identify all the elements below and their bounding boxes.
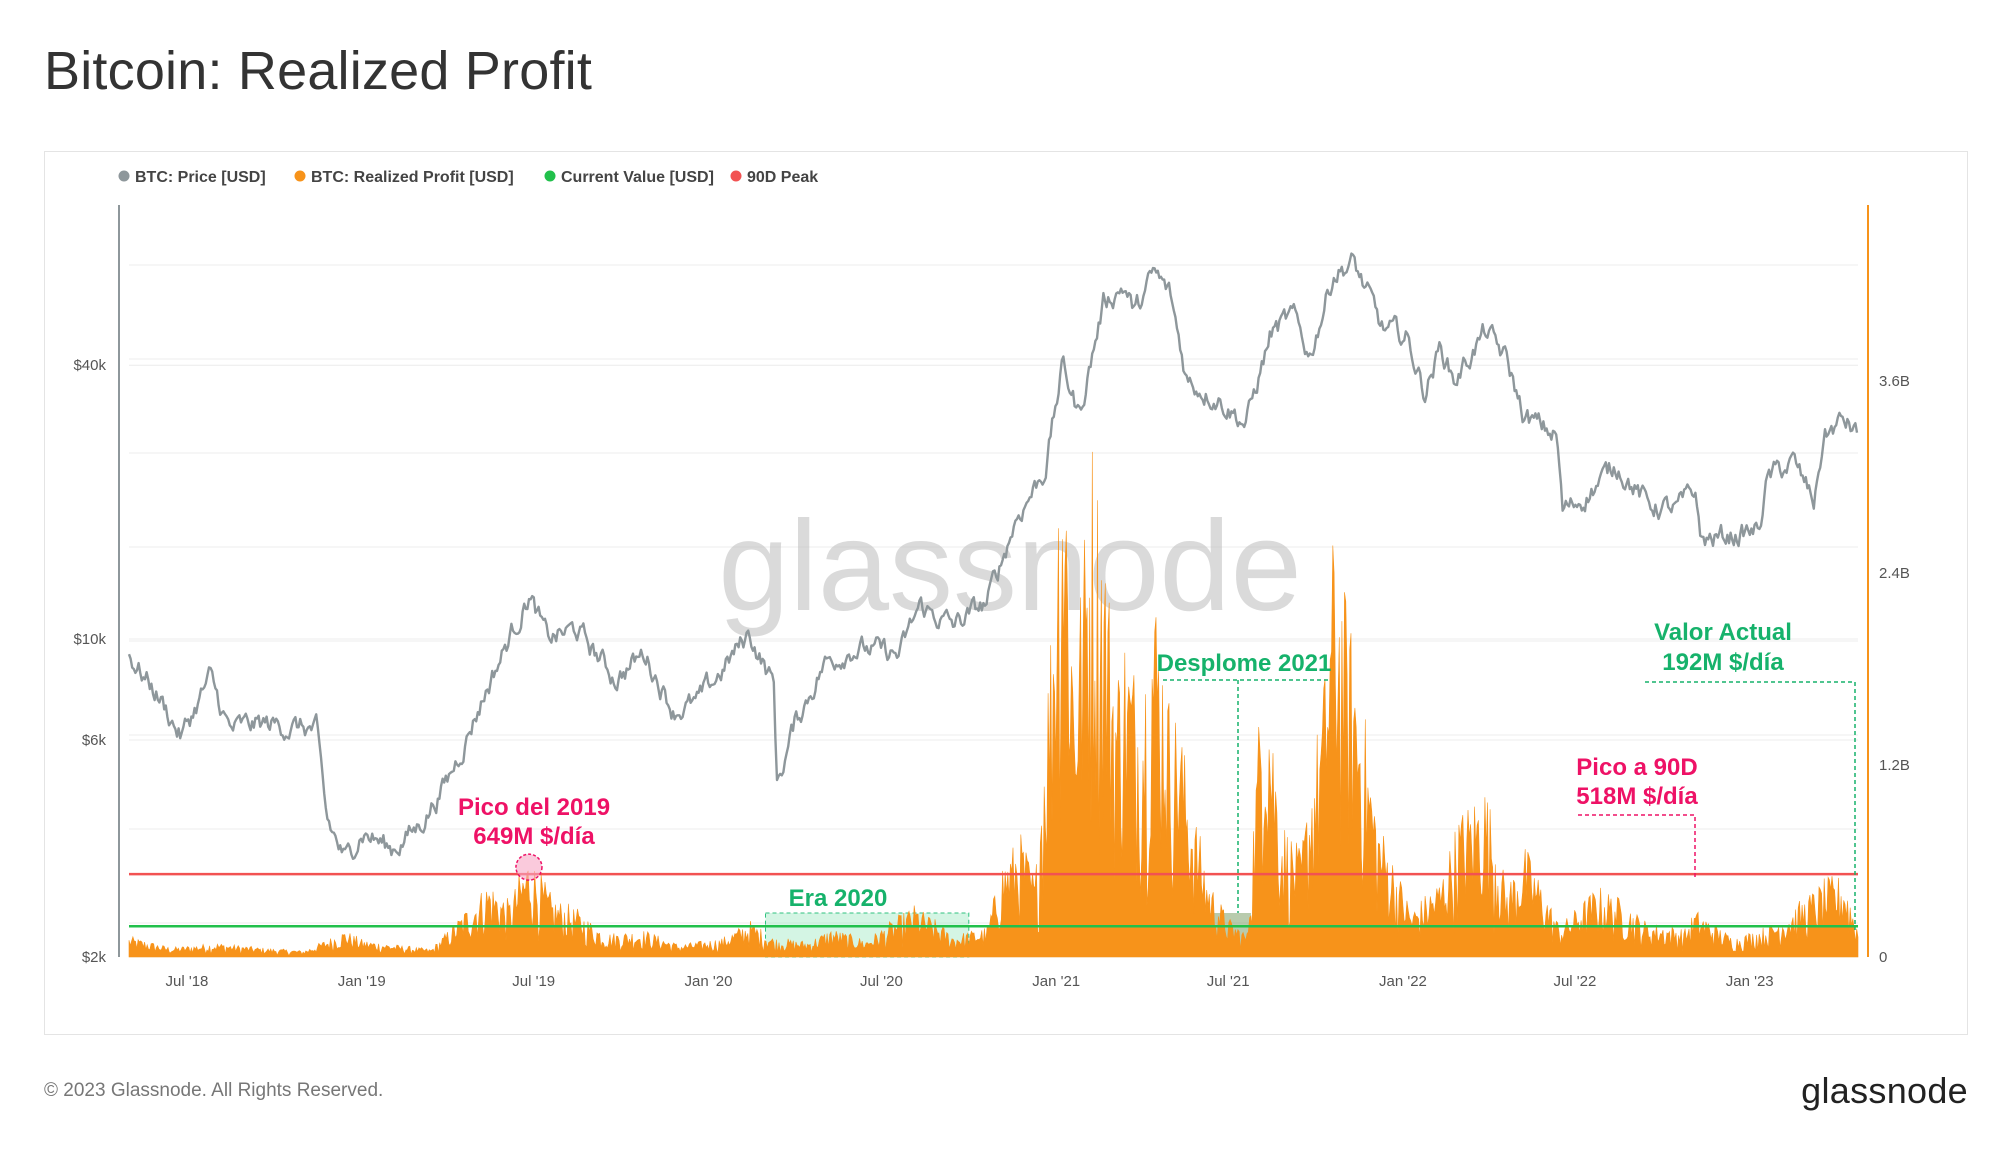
glassnode-logo: glassnode <box>1801 1070 1968 1111</box>
left-tick-label: $10k <box>73 631 106 648</box>
annotation-current-value: 192M $/día <box>1662 649 1784 676</box>
annotation-peak-90d-value: 518M $/día <box>1576 783 1698 810</box>
legend-marker <box>544 170 556 182</box>
legend-label: BTC: Realized Profit [USD] <box>311 169 514 186</box>
annotation-current-title: Valor Actual <box>1654 619 1792 646</box>
page-title: Bitcoin: Realized Profit <box>44 41 593 101</box>
copyright-text: © 2023 Glassnode. All Rights Reserved. <box>44 1080 384 1101</box>
annotation-crash-2021: Desplome 2021 <box>1157 650 1332 677</box>
right-tick-label: 3.6B <box>1879 373 1910 390</box>
peak-2019-marker <box>515 853 543 881</box>
x-tick-label: Jan '22 <box>1379 973 1427 990</box>
x-tick-label: Jul '20 <box>860 973 903 990</box>
annotation-peak-2019-title: Pico del 2019 <box>458 794 610 821</box>
legend-label: 90D Peak <box>747 169 818 186</box>
axes-layer: $2k $6k $10k $40k 0 1.2B 2.4B 3.6B Jul '18 Jan '1… <box>73 205 1910 990</box>
x-tick-label: Jan '20 <box>685 973 733 990</box>
legend-label: BTC: Price [USD] <box>135 169 266 186</box>
legend-marker <box>118 170 130 182</box>
reference-line-layer <box>129 872 1858 928</box>
x-tick-label: Jul '22 <box>1553 973 1596 990</box>
annotation-peak-90d-connector <box>1578 814 1696 878</box>
annotation-crash-2021-connector <box>1163 679 1330 913</box>
x-tick-label: Jul '19 <box>512 973 555 990</box>
x-tick-label: Jan '21 <box>1032 973 1080 990</box>
annotation-peak-2019-value: 649M $/día <box>473 823 595 850</box>
x-tick-label: Jul '18 <box>166 973 209 990</box>
right-tick-label: 0 <box>1879 949 1887 966</box>
price-layer <box>127 252 1859 860</box>
annotation-peak-90d-title: Pico a 90D <box>1576 754 1697 781</box>
x-tick-label: Jan '19 <box>338 973 386 990</box>
left-tick-label: $6k <box>82 732 107 749</box>
right-tick-label: 2.4B <box>1879 565 1910 582</box>
legend-marker <box>294 170 306 182</box>
annotation-era-2020: Era 2020 <box>789 885 888 912</box>
btc-price-line <box>127 252 1859 860</box>
x-tick-label: Jan '23 <box>1726 973 1774 990</box>
legend-label: Current Value [USD] <box>561 169 714 186</box>
x-tick-label: Jul '21 <box>1207 973 1250 990</box>
annotation-current-connector <box>1645 681 1856 930</box>
legend-marker <box>730 170 742 182</box>
right-tick-label: 1.2B <box>1879 757 1910 774</box>
left-tick-label: $2k <box>82 949 107 966</box>
watermark: glassnode <box>718 495 1302 638</box>
legend: BTC: Price [USD] BTC: Realized Profit [US… <box>118 169 818 186</box>
left-tick-label: $40k <box>73 357 106 374</box>
chart-frame <box>44 151 1968 1035</box>
